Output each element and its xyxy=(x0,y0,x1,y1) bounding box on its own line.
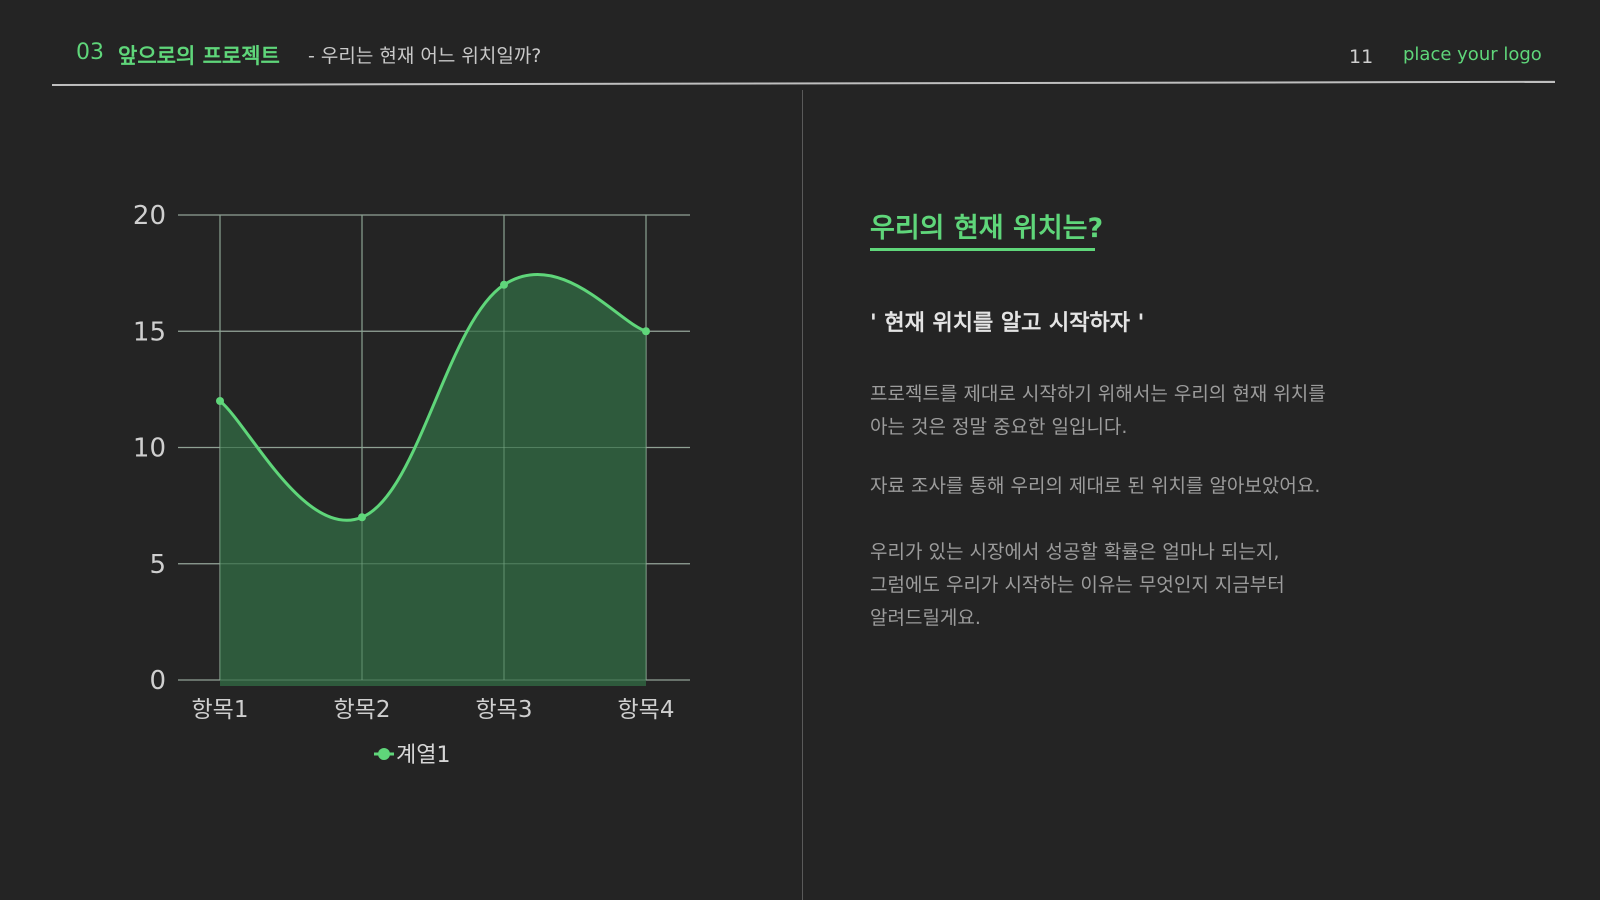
x-tick-label: 항목2 xyxy=(334,697,391,723)
area-chart: 0 5 10 15 20 항목1 항목2 항목3 항목4 계열1 xyxy=(133,201,690,768)
paragraph-line: 그럼에도 우리가 시작하는 이유는 무엇인지 지금부터 xyxy=(870,574,1285,596)
data-point xyxy=(216,397,224,405)
paragraph-3: 우리가 있는 시장에서 성공할 확률은 얼마나 되는지, 그럼에도 우리가 시작… xyxy=(870,536,1285,635)
paragraph-line: 자료 조사를 통해 우리의 제대로 된 위치를 알아보았어요. xyxy=(870,475,1321,497)
page-number: 11 xyxy=(1349,46,1374,68)
x-tick-label: 항목4 xyxy=(618,697,675,723)
section-subtitle: - 우리는 현재 어느 위치일까? xyxy=(308,45,542,67)
data-point xyxy=(642,327,650,336)
heading-underline xyxy=(870,248,1095,251)
legend-label: 계열1 xyxy=(396,743,450,768)
legend-marker xyxy=(378,748,390,760)
x-tick-label: 항목3 xyxy=(476,697,533,723)
section-title: 앞으로의 프로젝트 xyxy=(118,44,280,68)
series-area-fill xyxy=(220,274,646,686)
series-line xyxy=(219,272,647,522)
vertical-divider xyxy=(802,90,803,900)
x-tick-label: 항목1 xyxy=(192,697,249,723)
y-tick-label: 10 xyxy=(133,434,166,464)
paragraph-line: 프로젝트를 제대로 시작하기 위해서는 우리의 현재 위치를 xyxy=(870,383,1326,405)
paragraph-line: 알려드릴게요. xyxy=(870,607,981,629)
y-tick-label: 0 xyxy=(149,666,166,696)
data-point xyxy=(358,513,366,522)
paragraph-line: 아는 것은 정말 중요한 일입니다. xyxy=(870,416,1128,438)
section-number: 03 xyxy=(76,40,104,65)
y-tick-label: 20 xyxy=(133,201,166,231)
paragraph-2: 자료 조사를 통해 우리의 제대로 된 위치를 알아보았어요. xyxy=(870,470,1320,503)
y-tick-label: 15 xyxy=(133,317,166,347)
y-tick-label: 5 xyxy=(149,550,166,580)
right-heading: 우리의 현재 위치는? xyxy=(870,213,1104,244)
paragraph-1: 프로젝트를 제대로 시작하기 위해서는 우리의 현재 위치를 아는 것은 정말 … xyxy=(870,378,1326,444)
logo-placeholder: place your logo xyxy=(1403,44,1542,65)
data-point xyxy=(500,280,508,289)
quote-text: ' 현재 위치를 알고 시작하자 ' xyxy=(870,311,1145,336)
paragraph-line: 우리가 있는 시장에서 성공할 확률은 얼마나 되는지, xyxy=(870,541,1280,563)
